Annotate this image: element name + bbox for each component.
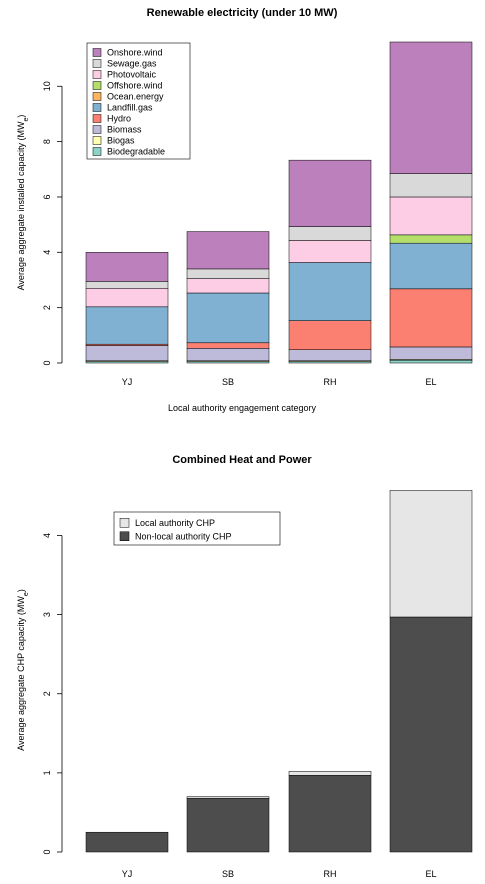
legend-swatch	[119, 518, 130, 528]
bar-el-biomass	[389, 346, 473, 360]
bar-yj-biomass	[85, 345, 169, 362]
renewable-chart: Renewable electricity (under 10 MW) YJ SB R…	[16, 7, 473, 413]
bar-yj-non-local-authority-chp	[85, 831, 169, 853]
bar-sb-sewage-gas	[186, 268, 270, 279]
y-axis-label: Average aggregate CHP capacity (MWe)	[16, 589, 30, 751]
legend-label: Hydro	[107, 114, 131, 124]
y-axis-label: Average aggregate installed capacity (MW…	[16, 115, 30, 291]
bar-el-sewage-gas	[389, 173, 473, 198]
legend-label: Offshore.wind	[107, 81, 162, 91]
bar-el-onshore-wind	[389, 41, 473, 174]
bar-rh-sewage-gas	[288, 226, 372, 241]
y-tick-label: 2	[42, 691, 52, 696]
legend-swatch	[92, 147, 102, 156]
x-tick-label: YJ	[122, 869, 133, 879]
bar-rh-biomass	[288, 349, 372, 362]
chart-title: Renewable electricity (under 10 MW)	[147, 7, 338, 19]
x-axis-label: Local authority engagement category	[168, 403, 317, 413]
legend-label: Landfill.gas	[107, 103, 153, 113]
x-tick-label: SB	[222, 377, 234, 387]
bar-rh-local-authority-chp	[288, 771, 372, 776]
y-tick-label: 4	[42, 250, 52, 255]
x-tick-label: YJ	[122, 377, 133, 387]
bar-el-hydro	[389, 288, 473, 348]
bar-sb-hydro	[186, 342, 270, 349]
chart-title: Combined Heat and Power	[172, 454, 312, 466]
bar-rh-non-local-authority-chp	[288, 774, 372, 853]
legend-box	[113, 511, 281, 546]
legend-box	[86, 42, 191, 160]
legend-label: Biogas	[107, 136, 135, 146]
bar-sb-local-authority-chp	[186, 796, 270, 799]
y-tick-label: 1	[42, 770, 52, 775]
legend-swatch	[92, 125, 102, 134]
legend-label: Ocean.energy	[107, 92, 164, 102]
y-tick-label: 0	[42, 849, 52, 854]
legend-swatch	[92, 48, 102, 57]
bar-sb-biomass	[186, 348, 270, 362]
bar-el-non-local-authority-chp	[389, 616, 473, 853]
y-axis-label-main: Average aggregate installed capacity (MW	[16, 121, 26, 290]
bar-el-local-authority-chp	[389, 490, 473, 618]
y-tick-label: 10	[42, 81, 52, 91]
y-axis-label-close: )	[16, 589, 26, 592]
legend-swatch	[92, 81, 102, 90]
bar-el-photovoltaic	[389, 196, 473, 236]
bar-yj-onshore-wind	[85, 252, 169, 282]
bar-el-landfill-gas	[389, 242, 473, 290]
legend-label: Non-local authority CHP	[135, 531, 232, 541]
bar-rh-landfill-gas	[288, 262, 372, 321]
y-axis-label-close: )	[16, 115, 26, 118]
legend-swatch	[92, 114, 102, 123]
chp-chart: Combined Heat and Power YJ SB RH EL 0 1 2 3 4 Aver…	[16, 454, 473, 879]
x-tick-label: RH	[324, 869, 337, 879]
x-tick-label: SB	[222, 869, 234, 879]
bar-el-offshore-wind	[389, 234, 473, 244]
bar-sb-onshore-wind	[186, 231, 270, 270]
legend-label: Onshore.wind	[107, 48, 163, 58]
bar-yj-landfill-gas	[85, 306, 169, 345]
y-tick-label: 3	[42, 612, 52, 617]
y-axis-label-main: Average aggregate CHP capacity (MW	[16, 596, 26, 751]
x-tick-label: RH	[324, 377, 337, 387]
legend-label: Biomass	[107, 125, 142, 135]
bar-el-biodegradable	[389, 359, 473, 364]
y-tick-label: 8	[42, 139, 52, 144]
legend-swatch	[92, 70, 102, 79]
x-tick-label: EL	[425, 869, 436, 879]
legend-swatch	[92, 136, 102, 145]
x-tick-label: EL	[425, 377, 436, 387]
legend-swatch	[92, 103, 102, 112]
bar-rh-photovoltaic	[288, 240, 372, 263]
y-tick-label: 2	[42, 305, 52, 310]
bar-sb-non-local-authority-chp	[186, 797, 270, 853]
y-axis-label-sub: e	[23, 592, 30, 596]
legend-label: Sewage.gas	[107, 59, 157, 69]
legend-label: Photovoltaic	[107, 70, 157, 80]
bar-yj-sewage-gas	[85, 281, 169, 289]
y-tick-label: 4	[42, 533, 52, 538]
legend-swatch	[92, 59, 102, 68]
legend-swatch	[119, 531, 130, 541]
bar-yj-photovoltaic	[85, 288, 169, 308]
bar-rh-onshore-wind	[288, 159, 372, 227]
y-axis-label-sub: e	[23, 117, 30, 121]
legend-label: Local authority CHP	[135, 518, 215, 528]
legend-swatch	[92, 92, 102, 101]
y-tick-label: 6	[42, 194, 52, 199]
bar-sb-landfill-gas	[186, 292, 270, 344]
bar-sb-photovoltaic	[186, 278, 270, 294]
y-tick-label: 0	[42, 360, 52, 365]
bar-rh-hydro	[288, 320, 372, 350]
legend-label: Biodegradable	[107, 147, 165, 157]
